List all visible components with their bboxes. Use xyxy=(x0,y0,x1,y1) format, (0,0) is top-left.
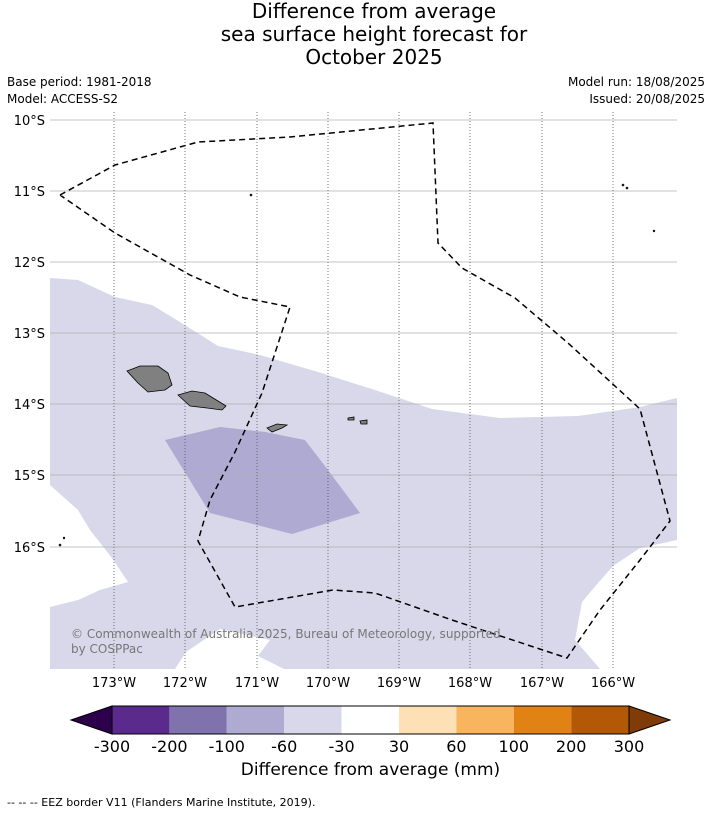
title-line-3: October 2025 xyxy=(305,45,443,69)
eez-border xyxy=(59,122,671,659)
colorbar-band-7 xyxy=(456,706,514,734)
atoll-4 xyxy=(58,543,62,547)
lat-label-12s: 12°S xyxy=(14,256,45,271)
lat-label-10s: 10°S xyxy=(14,114,45,129)
land-masses xyxy=(58,183,656,547)
lon-label-166w: 166°W xyxy=(591,676,635,691)
colorbar-tick-2: -200 xyxy=(151,737,187,756)
eez-legend-note: -- -- -- EEZ border V11 (Flanders Marine… xyxy=(7,796,316,809)
tau-island xyxy=(359,419,368,425)
sea-height-band-minus100-minus60 xyxy=(165,427,360,534)
colorbar-band-3 xyxy=(226,706,285,734)
colorbar-band-5 xyxy=(341,706,399,734)
upolu-island xyxy=(177,390,227,411)
colorbar-under-arrow xyxy=(69,705,113,735)
colorbar-band-9 xyxy=(571,706,629,734)
sea-height-band-minus60-minus30 xyxy=(50,278,677,669)
ofu-island xyxy=(347,416,355,421)
atoll-3 xyxy=(652,229,656,233)
title-line-2: sea surface height forecast for xyxy=(220,22,528,46)
colorbar-title: Difference from average (mm) xyxy=(240,760,501,780)
lat-label-16s: 16°S xyxy=(14,541,45,556)
map-plot-area xyxy=(50,112,677,669)
model-run: Model run: 18/08/2025 xyxy=(567,75,705,89)
lon-label-171w: 171°W xyxy=(235,676,279,691)
lon-label-170w: 170°W xyxy=(306,676,350,691)
lat-label-13s: 13°S xyxy=(14,327,45,342)
lon-label-168w: 168°W xyxy=(448,676,492,691)
colorbar-tick-1: -300 xyxy=(94,737,130,756)
title-line-1: Difference from average xyxy=(251,0,497,23)
copyright-line-1: © Commonwealth of Australia 2025, Bureau… xyxy=(71,627,501,641)
colorbar-over-arrow xyxy=(628,705,672,735)
colorbar-tick-5: -30 xyxy=(329,737,355,756)
swains-island xyxy=(249,193,253,197)
copyright: © Commonwealth of Australia 2025, Bureau… xyxy=(71,627,501,656)
lon-label-172w: 172°W xyxy=(163,676,207,691)
colorbar: -300 -200 -100 -60 -30 30 60 100 200 300 xyxy=(69,705,672,756)
atoll-1 xyxy=(621,183,625,187)
colorbar-tick-6: 30 xyxy=(389,737,409,756)
colorbar-band-4 xyxy=(284,706,342,734)
lat-label-14s: 14°S xyxy=(14,398,45,413)
colorbar-band-6 xyxy=(399,706,457,734)
colorbar-tick-8: 100 xyxy=(499,737,530,756)
atoll-2 xyxy=(625,186,629,190)
colorbar-tick-10: 300 xyxy=(614,737,645,756)
colorbar-tick-9: 200 xyxy=(556,737,587,756)
colorbar-band-1 xyxy=(112,706,170,734)
lon-label-167w: 167°W xyxy=(520,676,564,691)
lat-label-15s: 15°S xyxy=(14,469,45,484)
lat-label-11s: 11°S xyxy=(14,185,45,200)
meta-left: Base period: 1981-2018 Model: ACCESS-S2 xyxy=(7,74,152,108)
latitude-labels: 10°S 11°S 12°S 13°S 14°S 15°S 16°S xyxy=(14,114,45,556)
lon-label-169w: 169°W xyxy=(377,676,421,691)
model-name: Model: ACCESS-S2 xyxy=(7,92,119,106)
colorbar-tick-4: -60 xyxy=(271,737,297,756)
tutuila-island xyxy=(266,423,289,433)
colorbar-band-2 xyxy=(169,706,227,734)
colorbar-tick-3: -100 xyxy=(209,737,245,756)
colorbar-outline xyxy=(111,705,630,735)
atoll-5 xyxy=(62,536,66,540)
map-title: Difference from average sea surface heig… xyxy=(0,0,713,69)
meta-right: Model run: 18/08/2025 Issued: 20/08/2025 xyxy=(568,74,705,108)
base-period: Base period: 1981-2018 xyxy=(7,75,152,89)
gridlines xyxy=(50,112,677,669)
lon-label-173w: 173°W xyxy=(92,676,136,691)
longitude-labels: 173°W 172°W 171°W 170°W 169°W 168°W 167°… xyxy=(92,676,635,691)
savaii-island xyxy=(126,365,173,393)
forecast-map: © Commonwealth of Australia 2025, Bureau… xyxy=(14,112,677,756)
colorbar-tick-7: 60 xyxy=(446,737,466,756)
eez-samoa xyxy=(59,122,671,659)
copyright-line-2: by COSPPac xyxy=(71,642,143,656)
issued-date: Issued: 20/08/2025 xyxy=(589,92,705,106)
colorbar-band-8 xyxy=(513,706,572,734)
